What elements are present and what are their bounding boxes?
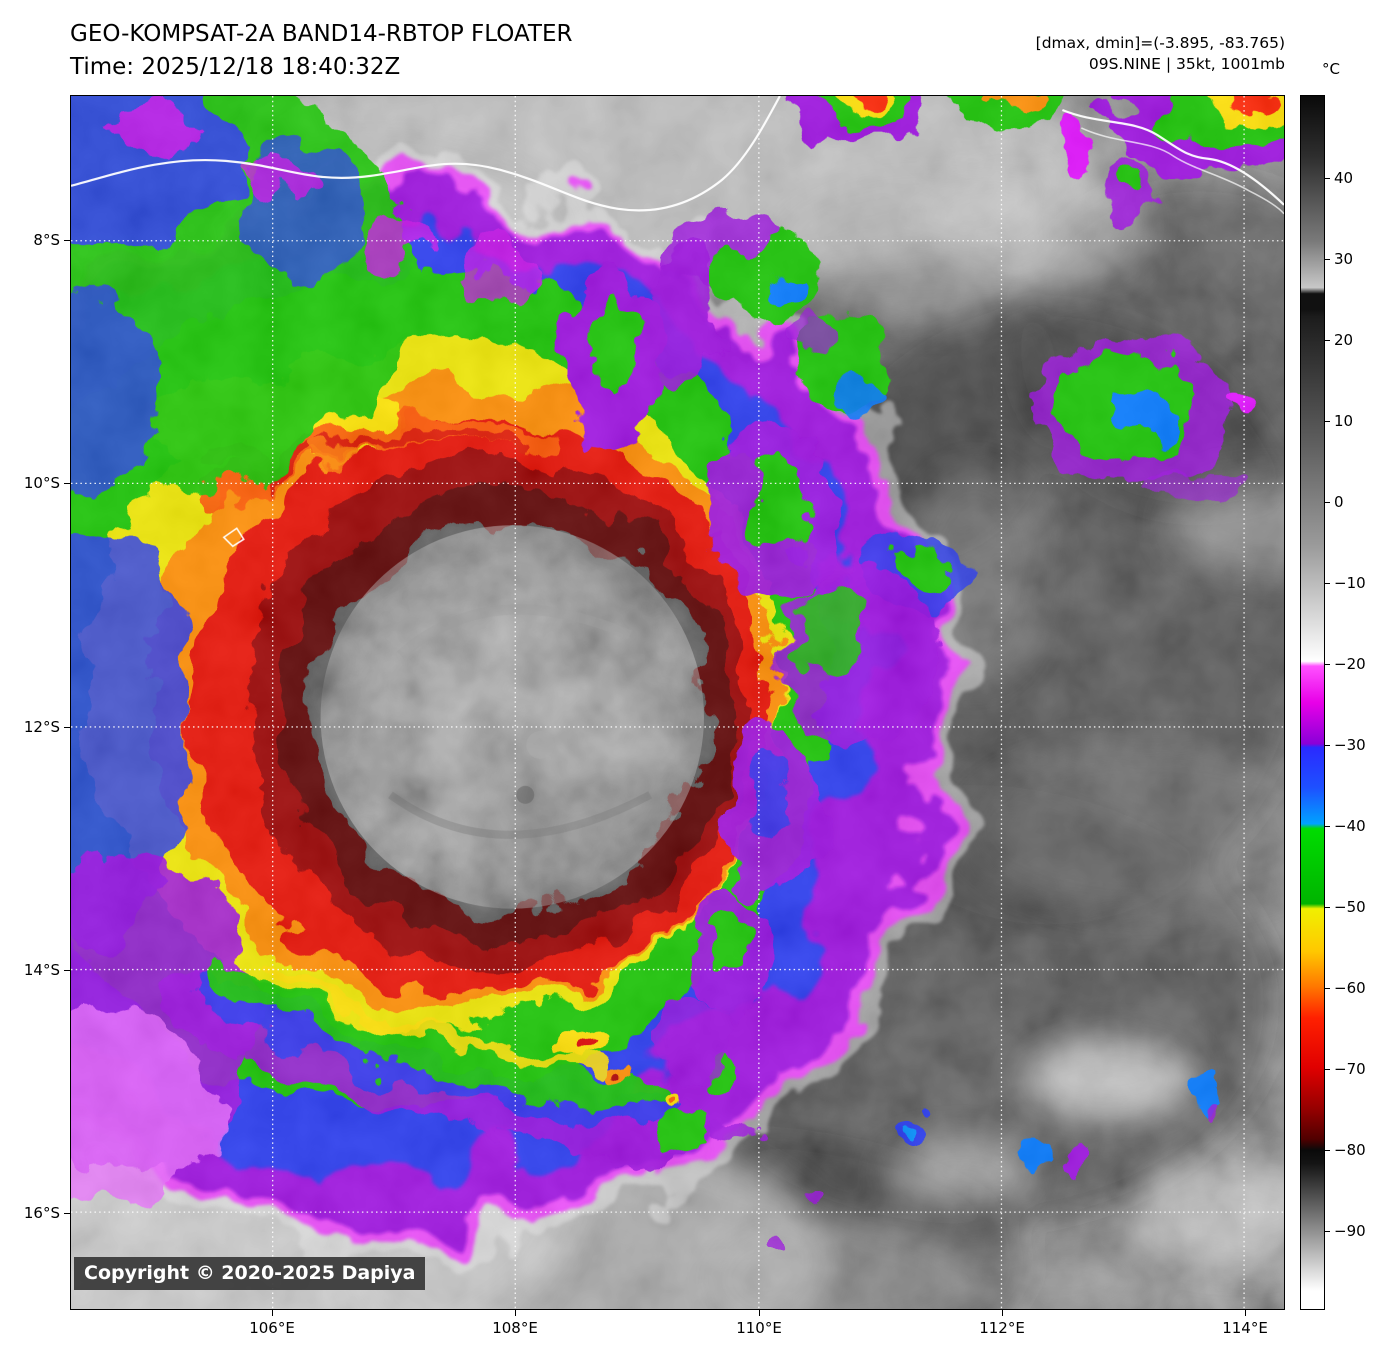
header: GEO-KOMPSAT-2A BAND14-RBTOP FLOATER Time… <box>70 18 572 84</box>
lon-tick <box>515 1310 516 1316</box>
colorbar-tick <box>1325 178 1330 179</box>
lat-tick <box>64 970 70 971</box>
colorbar-tick <box>1325 583 1330 584</box>
colorbar-tick <box>1325 826 1330 827</box>
colorbar-tick-label: −80 <box>1334 1141 1366 1159</box>
colorbar-tick-label: 30 <box>1334 250 1354 268</box>
lon-label: 112°E <box>979 1319 1025 1337</box>
colorbar-tick-label: 0 <box>1334 493 1344 511</box>
lon-label: 110°E <box>736 1319 782 1337</box>
colorbar-tick <box>1325 745 1330 746</box>
range-info: [dmax, dmin]=(-3.895, -83.765) <box>1035 34 1285 52</box>
lon-label: 108°E <box>492 1319 538 1337</box>
colorbar-tick <box>1325 421 1330 422</box>
colorbar-tick-label: −20 <box>1334 655 1366 673</box>
colorbar-tick-label: −90 <box>1334 1222 1366 1240</box>
lon-tick <box>1002 1310 1003 1316</box>
lat-label: 14°S <box>23 961 60 979</box>
lon-label: 106°E <box>249 1319 295 1337</box>
lat-label: 10°S <box>23 474 60 492</box>
lat-tick <box>64 240 70 241</box>
colorbar-tick <box>1325 988 1330 989</box>
lat-label: 16°S <box>23 1204 60 1222</box>
colorbar-tick <box>1325 664 1330 665</box>
temperature-colorbar <box>1300 95 1325 1310</box>
colorbar-tick <box>1325 1069 1330 1070</box>
colorbar-tick-label: −70 <box>1334 1060 1366 1078</box>
storm-info: 09S.NINE | 35kt, 1001mb <box>1088 55 1285 73</box>
lat-label: 12°S <box>23 718 60 736</box>
image-time: Time: 2025/12/18 18:40:32Z <box>70 54 401 80</box>
lon-tick <box>759 1310 760 1316</box>
lon-label: 114°E <box>1222 1319 1268 1337</box>
colorbar-tick-label: −50 <box>1334 898 1366 916</box>
colorbar-tick <box>1325 340 1330 341</box>
colorbar-tick <box>1325 1150 1330 1151</box>
lon-tick <box>272 1310 273 1316</box>
satellite-image-frame <box>70 95 1285 1310</box>
lat-tick <box>64 727 70 728</box>
grid-lines <box>71 96 1284 1309</box>
colorbar-tick-label: 40 <box>1334 169 1354 187</box>
colorbar-tick-label: 10 <box>1334 412 1354 430</box>
lat-tick <box>64 1213 70 1214</box>
colorbar-tick-label: −30 <box>1334 736 1366 754</box>
colorbar-unit-label: °C <box>1322 60 1340 78</box>
colorbar-tick-label: −60 <box>1334 979 1366 997</box>
colorbar-tick-label: −40 <box>1334 817 1366 835</box>
lat-tick <box>64 483 70 484</box>
coastline <box>71 96 1284 548</box>
satellite-image <box>71 96 1284 1309</box>
copyright-badge: Copyright © 2020-2025 Dapiya <box>74 1257 426 1290</box>
image-title: GEO-KOMPSAT-2A BAND14-RBTOP FLOATER <box>70 21 573 47</box>
colorbar-tick <box>1325 907 1330 908</box>
colorbar-tick <box>1325 502 1330 503</box>
colorbar-tick <box>1325 259 1330 260</box>
colorbar-tick-label: −10 <box>1334 574 1366 592</box>
colorbar-tick <box>1325 1231 1330 1232</box>
header-info: [dmax, dmin]=(-3.895, -83.765) 09S.NINE … <box>1036 33 1285 75</box>
lon-tick <box>1245 1310 1246 1316</box>
colorbar-tick-label: 20 <box>1334 331 1354 349</box>
lat-label: 8°S <box>33 231 60 249</box>
